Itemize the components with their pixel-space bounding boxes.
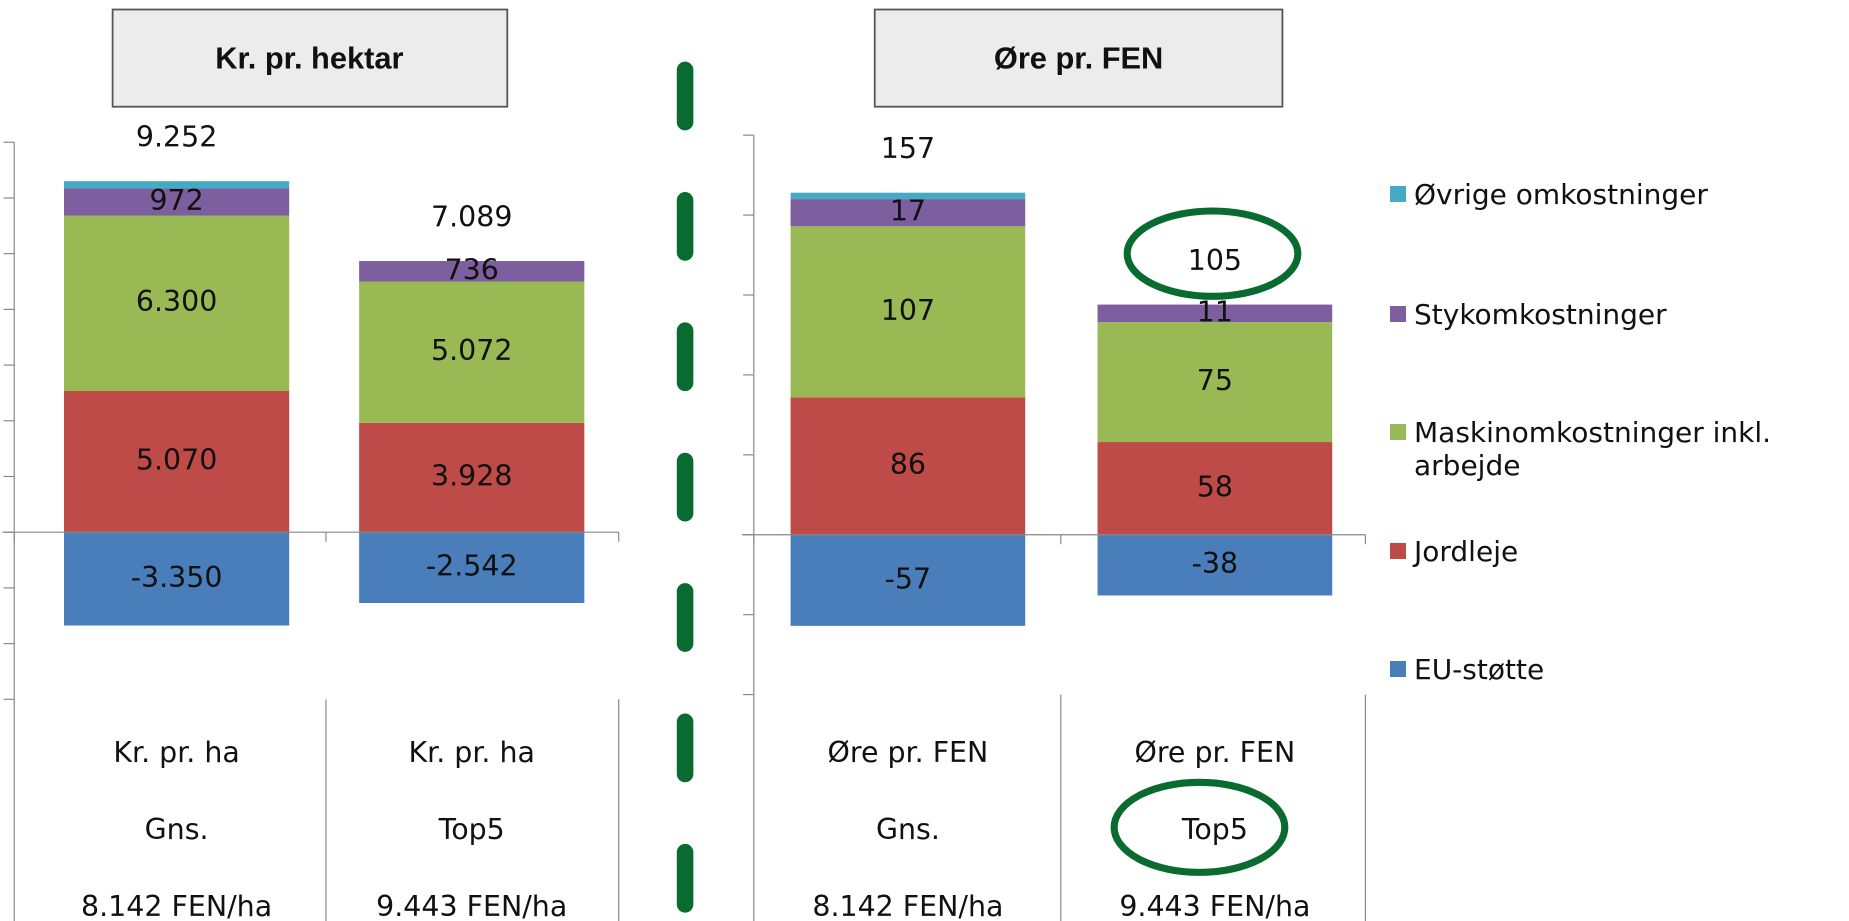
value-label: 5.072 [431, 334, 512, 367]
bar-segment [1097, 534, 1333, 596]
value-label: 58 [1197, 470, 1233, 503]
value-label: -2.542 [426, 550, 518, 583]
bar-segment [359, 422, 585, 533]
bar-segment [1097, 322, 1333, 443]
legend-item: Stykomkostninger [1390, 298, 1830, 331]
legend-label: Maskinomkostninger inkl. arbejde [1414, 416, 1772, 483]
title-box [111, 8, 509, 108]
bar-segment [359, 532, 585, 604]
bar-segment [64, 215, 290, 391]
legend-swatch [1390, 424, 1406, 441]
legend-item: Jordleje [1390, 535, 1830, 568]
value-label: 5.070 [136, 444, 217, 477]
chart-title: Kr. pr. hektar [215, 41, 403, 76]
legend-swatch [1390, 185, 1406, 202]
bar-segment [1097, 304, 1333, 323]
bar-segment [359, 261, 585, 282]
legend-swatch [1390, 542, 1406, 559]
total-label: 157 [881, 132, 935, 165]
value-label: 3.928 [431, 460, 512, 493]
value-label: 75 [1197, 364, 1233, 397]
value-label: 107 [881, 294, 935, 327]
bar-segment [790, 534, 1026, 626]
bar-segment [790, 192, 1026, 200]
x-tick-label: 9.443 FEN/ha [1119, 890, 1310, 921]
value-label: 17 [890, 195, 926, 228]
legend-item: Øvrige omkostninger [1390, 178, 1830, 211]
legend-label: Øvrige omkostninger [1414, 177, 1708, 211]
x-tick-label: Øre pr. FEN [1134, 736, 1295, 769]
bar-segment [1097, 442, 1333, 535]
value-label: -57 [885, 562, 931, 595]
bar-segment [64, 532, 290, 626]
legend-label: Stykomkostninger [1414, 297, 1667, 331]
value-label: 86 [890, 448, 926, 481]
bar-segment [64, 181, 290, 189]
chart-title: Øre pr. FEN [994, 41, 1163, 76]
total-label: 105 [1188, 244, 1242, 277]
x-tick-label: Øre pr. FEN [828, 736, 989, 769]
highlight [1110, 778, 1289, 876]
value-label: 11 [1197, 295, 1233, 328]
value-label: -38 [1192, 547, 1238, 580]
x-tick-label: 8.142 FEN/ha [812, 890, 1003, 921]
bar-segment [790, 397, 1026, 535]
x-tick-label: 9.443 FEN/ha [376, 890, 567, 921]
bar-segment [790, 199, 1026, 227]
value-label: 736 [445, 253, 499, 286]
highlight [1123, 207, 1302, 300]
value-label: 6.300 [136, 285, 217, 318]
title-box [873, 8, 1284, 108]
total-label: 7.089 [431, 200, 512, 233]
x-tick-label: Gns. [145, 813, 209, 846]
x-tick-label: Top5 [438, 813, 505, 846]
bar-segment [64, 390, 290, 533]
legend-label: Jordleje [1414, 534, 1519, 568]
value-label: 972 [149, 184, 203, 217]
legend-swatch [1390, 305, 1406, 322]
x-tick-label: Top5 [1181, 813, 1248, 846]
divider [676, 61, 694, 913]
legend-label: EU-støtte [1414, 653, 1545, 687]
value-label: -3.350 [131, 561, 223, 594]
x-tick-label: Kr. pr. ha [408, 736, 534, 769]
legend-item: EU-støtte [1390, 653, 1830, 686]
bar-segment [64, 188, 290, 216]
x-tick-label: 8.142 FEN/ha [81, 890, 272, 921]
legend-swatch [1390, 661, 1406, 678]
x-tick-label: Kr. pr. ha [113, 736, 239, 769]
total-label: 9.252 [136, 121, 217, 154]
bar-segment [790, 226, 1026, 398]
x-tick-label: Gns. [876, 813, 940, 846]
legend-item: Maskinomkostninger inkl. arbejde [1390, 416, 1830, 482]
bar-segment [359, 281, 585, 423]
